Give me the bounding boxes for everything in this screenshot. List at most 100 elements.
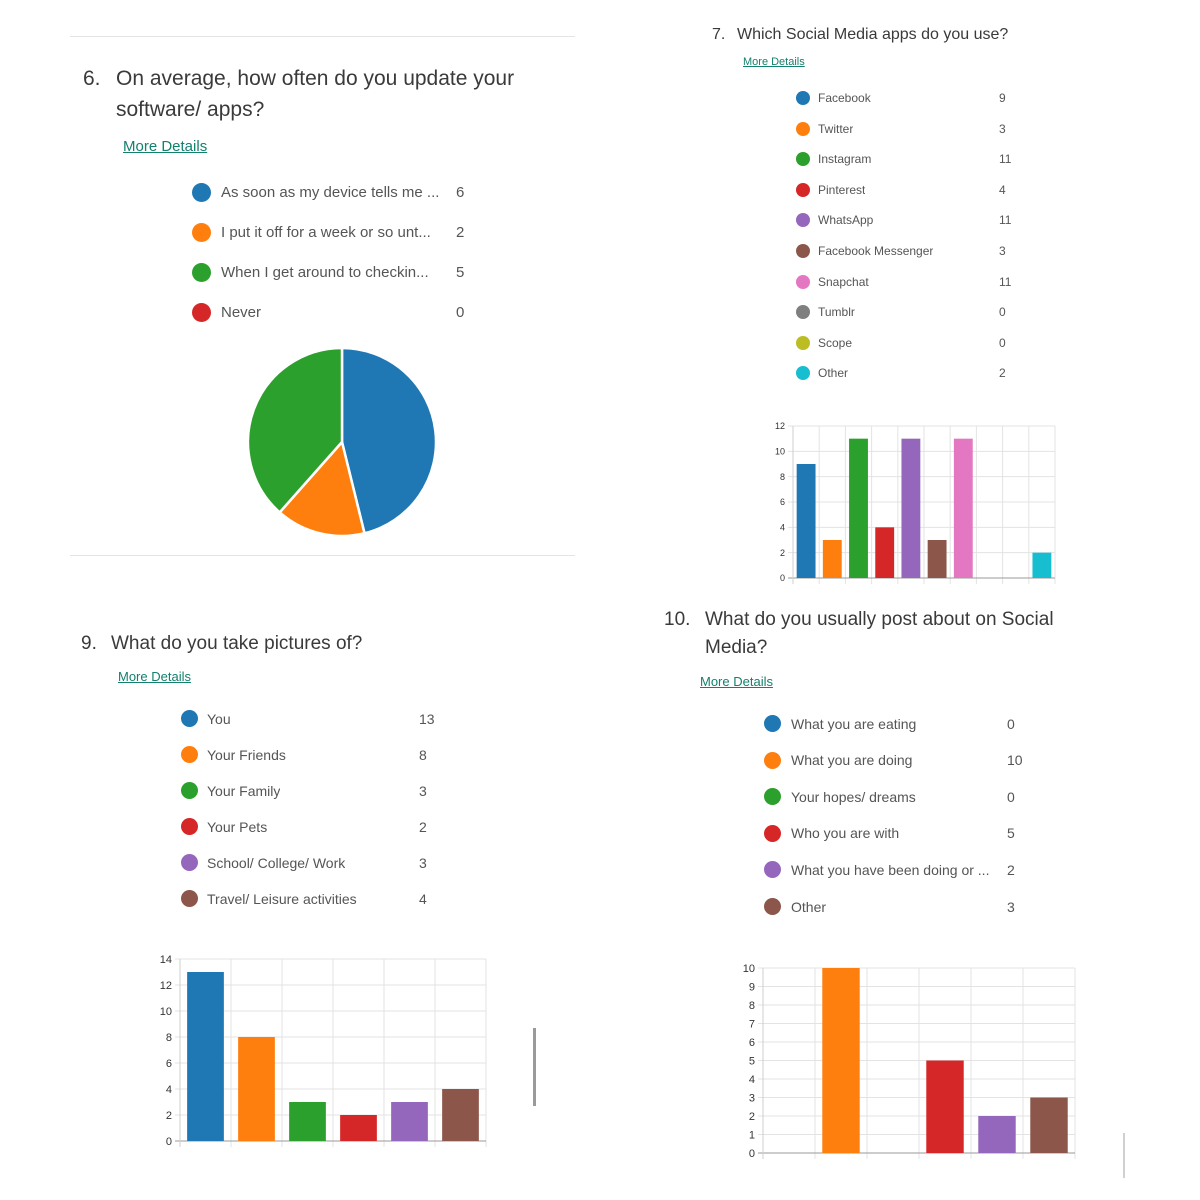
legend-color-dot (796, 91, 810, 105)
legend-count: 2 (419, 818, 427, 835)
legend-count: 2 (1007, 861, 1015, 878)
legend-color-dot (796, 274, 810, 289)
legend-color-dot (181, 746, 198, 763)
legend-color-dot (181, 818, 198, 835)
legend-item: What you are doing 10 (764, 751, 1023, 769)
legend-count: 3 (1007, 898, 1015, 915)
legend-label: Facebook (818, 91, 871, 105)
legend-color-dot (764, 898, 781, 915)
y-tick-label: 12 (160, 980, 172, 992)
legend-item: Facebook Messenger 3 (796, 244, 1006, 258)
y-tick-label: 3 (749, 1092, 755, 1104)
q9-more-details-link[interactable]: More Details (118, 669, 191, 684)
legend-label: Your Pets (207, 818, 268, 835)
q10-title-line1: What do you usually post about on Social (705, 609, 1054, 630)
bar (822, 968, 860, 1153)
q10-more-details-link[interactable]: More Details (700, 674, 773, 689)
legend-item: Other 3 (764, 898, 1015, 915)
legend-item: What you have been doing or ... 2 (764, 861, 1015, 879)
y-tick-label: 0 (780, 573, 785, 583)
legend-item: Pinterest 4 (796, 182, 1006, 197)
legend-count: 0 (456, 304, 465, 321)
legend-item: When I get around to checkin... 5 (192, 263, 464, 282)
bar (796, 464, 816, 578)
bar (289, 1102, 326, 1141)
bar (875, 527, 895, 578)
legend-item: Never 0 (192, 303, 464, 322)
y-tick-label: 4 (166, 1084, 172, 1096)
legend-item: I put it off for a week or so unt... 2 (192, 223, 464, 242)
legend-color-dot (764, 824, 781, 842)
legend-label: I put it off for a week or so unt... (221, 224, 431, 241)
y-tick-label: 0 (166, 1136, 172, 1148)
legend-count: 11 (999, 274, 1012, 289)
legend-color-dot (764, 715, 781, 732)
y-tick-label: 10 (160, 1006, 172, 1018)
legend-label: Scope (818, 335, 853, 350)
legend-color-dot (796, 152, 810, 167)
y-tick-label: 1 (749, 1129, 755, 1141)
legend-item: Scope 0 (796, 335, 1006, 350)
y-tick-label: 5 (749, 1055, 755, 1067)
q6-pie-chart (246, 346, 438, 538)
q9-number: 9. (81, 633, 97, 654)
legend-color-dot (796, 366, 810, 381)
legend-item: Snapchat 11 (796, 274, 1011, 289)
legend-label: What you are doing (791, 752, 913, 769)
bar (238, 1037, 275, 1141)
y-tick-label: 7 (749, 1018, 755, 1030)
q9-bar-chart: 0 2 4 6 8 10 12 14 (160, 954, 487, 1148)
y-tick-label: 10 (775, 446, 785, 456)
q6-bottom-divider (70, 555, 575, 556)
bar (927, 540, 947, 578)
legend-color-dot (192, 183, 211, 202)
legend-count: 3 (999, 121, 1006, 136)
legend-color-dot (796, 244, 810, 258)
bar (1030, 1097, 1068, 1153)
legend-item: Other 2 (796, 366, 1006, 381)
pie-slice (340, 346, 438, 535)
legend-item: Who you are with 5 (764, 824, 1015, 842)
legend-item: Your Family 3 (181, 782, 427, 799)
bar (822, 540, 842, 578)
y-tick-label: 10 (743, 963, 755, 975)
legend-color-dot (181, 782, 198, 799)
y-tick-label: 0 (749, 1148, 755, 1160)
y-tick-label: 8 (780, 472, 785, 482)
legend-label: Your Friends (207, 746, 286, 763)
y-tick-label: 2 (166, 1110, 172, 1122)
pie-slice (246, 346, 344, 515)
bar (187, 972, 224, 1141)
legend-label: Your hopes/ dreams (791, 788, 916, 805)
q10-panel: 10. What do you usually post about on So… (655, 598, 1140, 1188)
legend-item: Twitter 3 (796, 121, 1006, 136)
legend-item: Tumblr 0 (796, 305, 1006, 320)
y-tick-label: 4 (749, 1074, 755, 1086)
legend-label: Tumblr (818, 305, 855, 320)
y-tick-label: 4 (780, 522, 785, 532)
legend-count: 4 (419, 890, 427, 907)
q9-scrollbar[interactable] (533, 1028, 536, 1106)
legend-count: 5 (456, 264, 465, 281)
q7-bar-chart: 0 2 4 6 8 10 12 (775, 421, 1056, 584)
legend-item: Instagram 11 (796, 152, 1011, 167)
y-tick-label: 12 (775, 421, 785, 431)
legend-color-dot (192, 223, 211, 242)
legend-label: What you have been doing or ... (791, 861, 990, 878)
legend-color-dot (181, 854, 198, 871)
legend-item: Your Friends 8 (181, 746, 427, 763)
legend-label: Twitter (818, 121, 854, 136)
y-tick-label: 2 (780, 548, 785, 558)
q6-title-line2: software/ apps? (116, 98, 265, 121)
q10-title-line2: Media? (705, 637, 768, 658)
legend-count: 8 (419, 746, 427, 763)
legend-count: 4 (999, 182, 1006, 197)
q7-more-details-link[interactable]: More Details (743, 56, 805, 68)
q7-number: 7. (712, 26, 726, 43)
q7-title: Which Social Media apps do you use? (737, 26, 1009, 43)
legend-color-dot (192, 263, 211, 282)
y-tick-label: 6 (749, 1037, 755, 1049)
q6-more-details-link[interactable]: More Details (123, 138, 208, 155)
legend-color-dot (796, 305, 810, 320)
q9-title: What do you take pictures of? (111, 633, 363, 654)
